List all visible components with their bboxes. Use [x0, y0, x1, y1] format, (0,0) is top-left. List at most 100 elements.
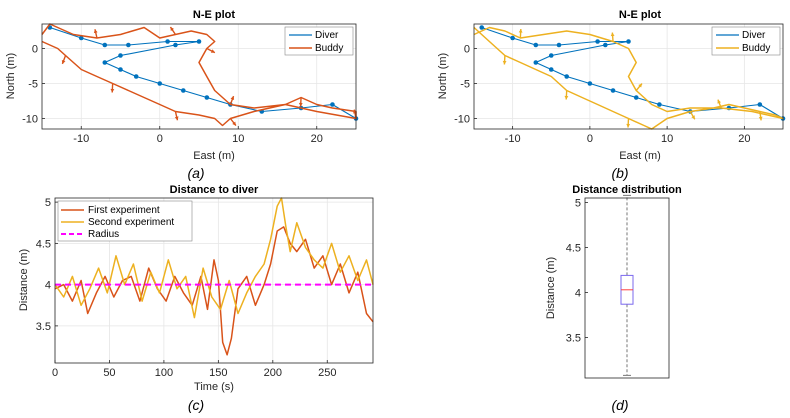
x-tick-label: 20: [311, 133, 323, 145]
heading-arrow-head: [232, 121, 236, 126]
x-tick-label: 10: [232, 133, 244, 145]
heading-arrow-head: [110, 88, 115, 93]
diver-point: [102, 60, 108, 65]
heading-arrow-head: [758, 116, 763, 121]
y-tick-label: -10: [22, 114, 38, 126]
heading-arrow-head: [93, 29, 98, 34]
diver-point: [126, 42, 131, 48]
panel-c-frame: [54, 197, 374, 364]
heading-arrow-head: [717, 99, 721, 104]
heading-arrow-head: [230, 96, 235, 101]
panel-d-title: Distance distribution: [572, 184, 682, 196]
diver-point: [165, 39, 170, 44]
diver-point: [78, 35, 84, 41]
diver-point: [173, 42, 178, 48]
diver-point: [157, 81, 163, 86]
panel-a-frame: [41, 23, 357, 130]
panel-c-xlabel: Time (s): [194, 381, 234, 393]
diver-point: [533, 60, 539, 65]
x-tick-label: -10: [73, 133, 89, 145]
panel-a-legend-box: [284, 26, 354, 56]
y-tick-label: 0: [464, 44, 470, 56]
diver-point: [181, 88, 186, 93]
series-line-first-experiment: [54, 226, 374, 356]
diver-point: [196, 39, 202, 44]
heading-arrow-head: [691, 115, 695, 120]
heading-arrow-head: [174, 116, 179, 121]
panel-c-legend-first: First experiment: [88, 205, 160, 216]
diver-point: [118, 53, 123, 58]
y-tick-label: 4.5: [566, 243, 581, 255]
diver-point: [479, 25, 485, 30]
heading-arrow-head: [298, 102, 303, 107]
panel-a-legend-diver: Diver: [315, 30, 339, 41]
y-tick-label: 5: [45, 197, 51, 209]
x-tick-label: -10: [505, 133, 521, 145]
diver-point: [657, 102, 662, 107]
heading-arrow-head: [626, 123, 631, 128]
panel-d-frame: [584, 197, 670, 379]
diver-point: [548, 67, 554, 72]
y-tick-label: 4: [575, 288, 581, 300]
panel-c-legend-second: Second experiment: [88, 217, 174, 228]
diver-point: [587, 81, 593, 86]
diver-point: [204, 95, 210, 100]
y-tick-label: 3.5: [566, 333, 581, 345]
y-tick-label: 0: [32, 44, 38, 56]
x-tick-label: 100: [155, 367, 173, 379]
panel-c-legend: First experiment Second experiment Radiu…: [57, 200, 193, 242]
panel-c-ylabel: Distance (m): [18, 249, 30, 311]
panel-a: N-E plot -10 0 10 20 -10 -5 0 East (m) North (…: [5, 9, 359, 181]
diver-point: [626, 39, 631, 44]
x-tick-label: 50: [103, 367, 115, 379]
y-tick-label: 3.5: [36, 321, 51, 333]
diver-point: [102, 42, 108, 48]
x-tick-label: 20: [738, 133, 750, 145]
heading-arrow-head: [502, 60, 507, 65]
panel-a-legend: Diver Buddy: [284, 26, 354, 56]
x-tick-label: 0: [52, 367, 58, 379]
panel-b-frame: [473, 23, 784, 130]
x-tick-label: 0: [587, 133, 593, 145]
panel-b-ylabel: North (m): [437, 53, 449, 99]
diver-point: [564, 74, 569, 79]
panel-b-xlabel: East (m): [619, 150, 661, 162]
panel-b-legend-buddy: Buddy: [742, 43, 770, 54]
diver-point: [633, 95, 639, 100]
diver-point: [610, 88, 616, 93]
x-tick-label: 10: [661, 133, 673, 145]
heading-arrow-head: [638, 83, 642, 88]
y-tick-label: -5: [28, 79, 38, 91]
series-line-buddy: [473, 26, 784, 130]
heading-arrow-head: [610, 32, 615, 37]
panel-c-title: Distance to diver: [170, 184, 259, 196]
diver-point: [757, 102, 763, 107]
heading-arrow-head: [210, 49, 215, 53]
panel-b-caption: (b): [611, 165, 628, 181]
diver-point: [548, 53, 554, 58]
diver-point: [603, 42, 608, 48]
series-line-second-experiment: [54, 197, 374, 319]
diver-point: [556, 42, 562, 48]
panel-d-caption: (d): [611, 397, 628, 413]
panel-a-legend-buddy: Buddy: [315, 43, 343, 54]
heading-arrow-head: [518, 29, 523, 33]
x-tick-label: 150: [209, 367, 227, 379]
y-tick-label: 5: [575, 198, 581, 210]
panel-d: Distance distribution 3.5 4 4.5 5 Distance …: [545, 184, 682, 413]
x-tick-label: 0: [157, 133, 163, 145]
y-tick-label: -5: [460, 79, 470, 91]
panel-c-legend-radius: Radius: [88, 229, 119, 240]
x-tick-label: 200: [264, 367, 282, 379]
panel-b-title: N-E plot: [619, 9, 661, 21]
diver-point: [533, 42, 539, 48]
panel-c: Distance to diver 0 50 100 150 200 250 3.5 4 4.5…: [18, 184, 374, 413]
x-tick-label: 250: [318, 367, 336, 379]
diver-point: [330, 102, 335, 107]
diver-point: [510, 35, 515, 41]
panel-a-caption: (a): [187, 165, 204, 181]
heading-arrow-head: [61, 59, 66, 64]
panel-a-ylabel: North (m): [5, 53, 17, 99]
panel-c-caption: (c): [188, 397, 204, 413]
panel-b-legend: Diver Buddy: [711, 26, 781, 56]
